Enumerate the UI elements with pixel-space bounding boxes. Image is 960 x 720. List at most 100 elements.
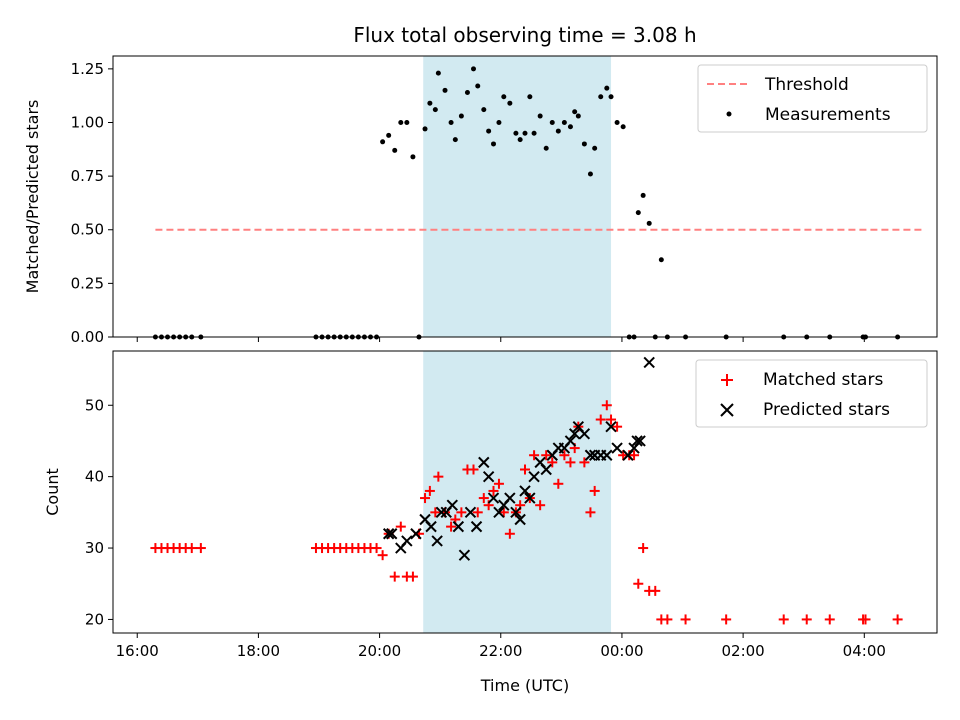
predicted-star-marker-b <box>452 520 465 533</box>
predicted-legend-label: Predicted stars <box>763 400 890 420</box>
predicted-star-marker <box>514 513 526 526</box>
predicted-star-marker <box>470 520 483 533</box>
measurement-point <box>410 154 416 160</box>
bottom-legend-box <box>695 359 928 428</box>
y-tick-label: 40 <box>85 468 104 486</box>
predicted-star-marker <box>425 520 437 533</box>
top-y-ticks: 0.00 0.25 0.50 0.75 1.00 1.25 <box>71 60 113 346</box>
predicted-star-marker <box>401 535 413 547</box>
matched-star-marker <box>589 485 600 496</box>
measurement-point <box>427 100 433 106</box>
predicted-star-marker <box>605 420 617 433</box>
bottom-axes-frame <box>112 350 938 634</box>
predicted-star-marker-b <box>605 420 617 433</box>
matched-star-marker <box>778 614 789 625</box>
predicted-star-marker-b <box>458 549 471 561</box>
predicted-star-marker-b <box>601 449 613 461</box>
measurement-point <box>464 89 470 95</box>
predicted-star-marker-b <box>631 435 643 447</box>
matched-star-marker <box>433 471 444 482</box>
predicted-star-marker <box>446 499 459 511</box>
predicted-star-marker-b <box>568 428 581 440</box>
matched-star-marker <box>612 421 623 432</box>
matched-star-marker <box>535 500 546 511</box>
matched-star-marker <box>468 464 479 475</box>
predicted-star-marker-b <box>482 470 495 483</box>
y-tick-label: 0.50 <box>71 221 104 239</box>
predicted-star-marker-b <box>431 535 443 547</box>
matched-star-marker <box>579 457 590 468</box>
matched-star-marker <box>601 400 612 411</box>
measurement-point <box>490 141 496 147</box>
predicted-star-marker <box>524 492 536 504</box>
predicted-star-marker-b <box>446 499 459 511</box>
measurement-point <box>486 128 492 134</box>
measurement-point <box>448 119 454 125</box>
top-axes-frame <box>112 55 938 338</box>
matched-star-marker <box>529 450 540 461</box>
matched-star-marker <box>420 493 431 504</box>
x-tick-label: 18:00 <box>237 642 280 660</box>
matched-star-marker <box>456 507 467 518</box>
predicted-star-marker-b <box>572 420 585 433</box>
bottom-legend: Matched stars Predicted stars <box>695 359 928 428</box>
y-tick-label: 30 <box>85 539 104 557</box>
predicted-star-marker <box>564 435 577 447</box>
predicted-star-marker-b <box>524 492 536 504</box>
matched-star-marker <box>377 550 388 561</box>
measurement-point <box>392 147 398 153</box>
measurement-point <box>555 128 561 134</box>
measurement-point <box>635 210 641 216</box>
measurement-point <box>458 113 464 119</box>
predicted-star-marker <box>431 535 443 547</box>
measurement-point <box>561 119 567 125</box>
y-tick-label: 20 <box>85 610 104 628</box>
predicted-star-marker <box>482 470 495 483</box>
predicted-star-marker-b <box>410 528 422 540</box>
matched-star-marker <box>498 507 509 518</box>
predicted-star-marker-b <box>510 506 522 519</box>
predicted-star-marker <box>584 449 597 461</box>
measurement-point <box>522 130 528 136</box>
matched-star-marker <box>430 507 441 518</box>
measurement-point <box>604 85 610 91</box>
measurement-point <box>614 119 620 125</box>
predicted-star-marker <box>464 506 477 519</box>
matched-star-marker <box>892 614 903 625</box>
matched-star-marker <box>389 571 400 582</box>
measurement-point <box>658 257 664 263</box>
predicted-star-marker-b <box>578 428 591 440</box>
matched-star-marker <box>395 521 406 532</box>
bottom-highlight-band <box>423 351 612 633</box>
x-axis-label: Time (UTC) <box>480 676 569 695</box>
predicted-legend-swatch <box>720 403 734 417</box>
measurement-point <box>380 139 386 145</box>
measurement-point <box>598 94 604 100</box>
matched-star-marker <box>680 614 691 625</box>
matched-star-marker <box>650 585 661 596</box>
measurement-point <box>517 137 523 143</box>
measurement-point <box>501 94 507 100</box>
measurement-point <box>543 145 549 151</box>
predicted-star-marker-b <box>493 506 505 519</box>
matched-star-marker <box>547 457 558 468</box>
top-legend-box <box>697 64 928 133</box>
matched-star-marker <box>638 543 649 554</box>
x-tick-label: 16:00 <box>116 642 159 660</box>
measurement-point <box>646 220 652 226</box>
predicted-star-marker-b <box>528 470 540 483</box>
matched-star-marker <box>424 485 435 496</box>
predicted-star-marker <box>528 470 540 483</box>
predicted-star-marker-b <box>584 449 597 461</box>
measurements-legend-label: Measurements <box>765 105 891 125</box>
predicted-star-marker <box>634 435 646 447</box>
predicted-star-marker-b <box>401 535 413 547</box>
measurement-point <box>404 119 410 125</box>
x-tick-label: 02:00 <box>722 642 765 660</box>
top-panel: 0.00 0.25 0.50 0.75 1.00 1.25 Matched/Predict… <box>23 55 938 346</box>
measurement-point <box>471 66 476 72</box>
matched-star-marker <box>606 414 617 425</box>
matched-star-marker <box>553 478 564 489</box>
predicted-star-marker-b <box>435 506 448 519</box>
